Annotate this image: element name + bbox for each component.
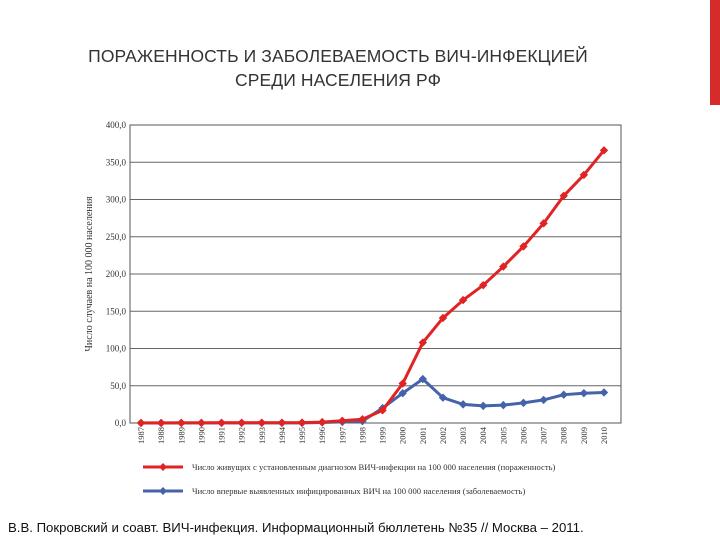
x-tick-label: 1991 bbox=[217, 427, 227, 444]
x-axis-ticks: 1987 1988 1989 1990 1991 1992 1993 1994 1995 1996… bbox=[136, 426, 609, 444]
chart-series bbox=[136, 146, 609, 428]
data-point bbox=[378, 406, 387, 415]
y-axis-label: Число случаев на 100 000 населения bbox=[84, 196, 95, 352]
y-tick-label: 200,0 bbox=[106, 269, 127, 279]
slide-title: ПОРАЖЕННОСТЬ И ЗАБОЛЕВАЕМОСТЬ ВИЧ-ИНФЕКЦ… bbox=[0, 44, 676, 92]
x-tick-label: 1995 bbox=[297, 427, 307, 444]
data-point bbox=[438, 313, 448, 323]
y-tick-label: 400,0 bbox=[106, 120, 127, 130]
legend-label: Число впервые выявленных инфицированных … bbox=[192, 486, 525, 496]
data-point bbox=[559, 191, 568, 200]
x-tick-label: 2002 bbox=[438, 427, 448, 444]
data-point bbox=[136, 418, 146, 428]
data-point bbox=[539, 219, 548, 228]
series-2 bbox=[136, 374, 609, 428]
data-point bbox=[418, 338, 428, 347]
plot-frame bbox=[129, 124, 622, 424]
data-point bbox=[599, 388, 609, 397]
legend-swatch-marker bbox=[159, 463, 167, 471]
series-1 bbox=[136, 146, 609, 428]
data-point bbox=[458, 295, 468, 305]
x-tick-label: 1992 bbox=[237, 427, 247, 444]
x-tick-label: 2006 bbox=[518, 427, 528, 444]
grid-lines bbox=[130, 161, 621, 387]
x-tick-label: 1999 bbox=[378, 427, 388, 444]
source-citation: В.В. Покровский и соавт. ВИЧ-инфекция. И… bbox=[8, 520, 584, 535]
data-point bbox=[338, 416, 347, 425]
data-point bbox=[599, 146, 609, 155]
slide-title-line1: ПОРАЖЕННОСТЬ И ЗАБОЛЕВАЕМОСТЬ ВИЧ-ИНФЕКЦ… bbox=[88, 46, 588, 66]
y-tick-label: 50,0 bbox=[110, 381, 126, 391]
legend-item-1: Число живущих с установленным диагнозом … bbox=[143, 462, 555, 472]
data-point bbox=[297, 418, 307, 427]
data-point bbox=[499, 262, 508, 271]
data-point bbox=[479, 401, 488, 411]
data-point bbox=[398, 379, 407, 388]
data-point bbox=[398, 389, 407, 398]
data-point bbox=[317, 417, 327, 427]
x-tick-label: 2005 bbox=[498, 427, 508, 444]
data-point bbox=[499, 400, 508, 410]
y-tick-label: 250,0 bbox=[106, 232, 127, 242]
x-tick-label: 2010 bbox=[599, 427, 609, 444]
x-tick-label: 1987 bbox=[136, 427, 146, 444]
y-tick-label: 100,0 bbox=[106, 344, 127, 354]
legend-label: Число живущих с установленным диагнозом … bbox=[192, 462, 555, 472]
slide-title-line2: СРЕДИ НАСЕЛЕНИЯ РФ bbox=[235, 70, 441, 90]
data-point bbox=[197, 418, 206, 428]
y-axis-ticks: 0,0 50,0 100,0 150,0 200,0 250,0 300,0 350,0 400… bbox=[106, 120, 127, 428]
x-tick-label: 1998 bbox=[357, 427, 367, 444]
x-tick-label: 2004 bbox=[478, 426, 488, 444]
x-tick-label: 2008 bbox=[559, 427, 569, 444]
x-tick-label: 1989 bbox=[176, 427, 186, 444]
data-point bbox=[358, 415, 367, 424]
y-tick-label: 300,0 bbox=[106, 195, 127, 205]
x-tick-label: 1994 bbox=[277, 426, 287, 444]
data-point bbox=[579, 389, 589, 398]
data-point bbox=[559, 390, 568, 399]
data-point bbox=[237, 418, 246, 427]
chart-legend: Число живущих с установленным диагнозом … bbox=[143, 462, 555, 496]
data-point bbox=[519, 242, 528, 251]
data-point bbox=[458, 400, 468, 409]
series-line bbox=[141, 149, 606, 425]
x-tick-label: 2000 bbox=[398, 427, 408, 444]
data-point bbox=[579, 170, 589, 180]
data-point bbox=[277, 418, 287, 427]
slide-accent-bar bbox=[710, 0, 720, 105]
x-tick-label: 1997 bbox=[337, 427, 347, 444]
x-tick-label: 2001 bbox=[418, 427, 428, 444]
y-tick-label: 350,0 bbox=[106, 157, 127, 167]
data-point bbox=[177, 418, 186, 428]
y-tick-label: 150,0 bbox=[106, 306, 127, 316]
x-tick-label: 1990 bbox=[196, 427, 206, 444]
data-point bbox=[519, 398, 528, 408]
data-point bbox=[438, 393, 448, 402]
x-tick-label: 2007 bbox=[539, 427, 549, 444]
chart: 0,0 50,0 100,0 150,0 200,0 250,0 300,0 350,0 400… bbox=[84, 120, 622, 496]
x-tick-label: 1996 bbox=[317, 427, 327, 444]
x-tick-label: 1988 bbox=[156, 427, 166, 444]
data-point bbox=[479, 280, 488, 290]
data-point bbox=[418, 374, 428, 384]
x-tick-label: 1993 bbox=[257, 427, 267, 444]
data-point bbox=[156, 418, 166, 428]
data-point bbox=[257, 418, 266, 427]
x-tick-label: 2009 bbox=[579, 427, 589, 444]
data-point bbox=[539, 395, 548, 405]
data-point bbox=[217, 418, 226, 427]
legend-swatch-marker bbox=[159, 487, 167, 495]
legend-item-2: Число впервые выявленных инфицированных … bbox=[143, 486, 525, 496]
x-tick-label: 2003 bbox=[458, 427, 468, 444]
y-tick-label: 0,0 bbox=[115, 418, 127, 428]
